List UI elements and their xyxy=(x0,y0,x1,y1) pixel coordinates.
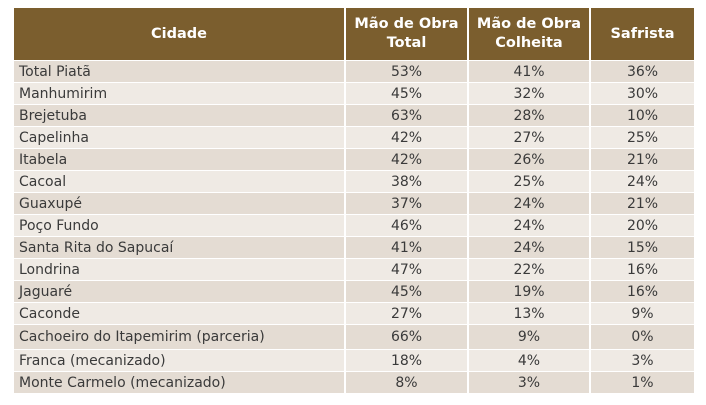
table-header: Cidade Mão de Obra Total Mão de Obra Col… xyxy=(14,8,694,61)
cell-cidade: Londrina xyxy=(14,258,346,281)
cell-safrista: 21% xyxy=(590,192,694,215)
cell-mao-de-obra-total: 42% xyxy=(345,148,469,171)
cell-mao-de-obra-colheita: 24% xyxy=(468,214,591,237)
cell-mao-de-obra-total: 45% xyxy=(345,280,469,303)
table-row: Santa Rita do Sapucaí 41% 24% 15% xyxy=(14,236,694,259)
cell-mao-de-obra-total: 37% xyxy=(345,192,469,215)
cell-mao-de-obra-total: 66% xyxy=(345,324,469,350)
table-row: Manhumirim 45% 32% 30% xyxy=(14,82,694,105)
cell-cidade: Santa Rita do Sapucaí xyxy=(14,236,346,259)
cell-cidade: Poço Fundo xyxy=(14,214,346,237)
table-row: Monte Carmelo (mecanizado) 8% 3% 1% xyxy=(14,371,694,393)
cell-safrista: 9% xyxy=(590,302,694,325)
cell-safrista: 1% xyxy=(590,371,694,393)
cell-mao-de-obra-colheita: 13% xyxy=(468,302,591,325)
table-row: Itabela 42% 26% 21% xyxy=(14,148,694,171)
table-row: Londrina 47% 22% 16% xyxy=(14,258,694,281)
cell-mao-de-obra-total: 46% xyxy=(345,214,469,237)
cell-safrista: 16% xyxy=(590,280,694,303)
cell-cidade: Monte Carmelo (mecanizado) xyxy=(14,371,346,393)
cell-safrista: 10% xyxy=(590,104,694,127)
cell-safrista: 15% xyxy=(590,236,694,259)
table-row: Caconde 27% 13% 9% xyxy=(14,302,694,325)
cell-mao-de-obra-colheita: 22% xyxy=(468,258,591,281)
cell-mao-de-obra-colheita: 24% xyxy=(468,192,591,215)
cell-mao-de-obra-total: 38% xyxy=(345,170,469,193)
cell-mao-de-obra-colheita: 9% xyxy=(468,324,591,350)
table-row: Poço Fundo 46% 24% 20% xyxy=(14,214,694,237)
cell-cidade: Manhumirim xyxy=(14,82,346,105)
cell-mao-de-obra-colheita: 27% xyxy=(468,126,591,149)
header-safrista: Safrista xyxy=(590,8,694,61)
table-row: Guaxupé 37% 24% 21% xyxy=(14,192,694,215)
cell-cidade: Itabela xyxy=(14,148,346,171)
cell-safrista: 3% xyxy=(590,349,694,372)
table-body: Total Piatã 53% 41% 36% Manhumirim 45% 32% 30% B… xyxy=(14,60,694,393)
table-row: Cachoeiro do Itapemirim (parceria) 66% 9% 0… xyxy=(14,324,694,350)
cell-mao-de-obra-colheita: 3% xyxy=(468,371,591,393)
table-row: Cacoal 38% 25% 24% xyxy=(14,170,694,193)
cell-safrista: 25% xyxy=(590,126,694,149)
cell-mao-de-obra-total: 47% xyxy=(345,258,469,281)
cell-mao-de-obra-colheita: 19% xyxy=(468,280,591,303)
cell-cidade: Cachoeiro do Itapemirim (parceria) xyxy=(14,324,346,350)
cell-mao-de-obra-colheita: 32% xyxy=(468,82,591,105)
data-table: Cidade Mão de Obra Total Mão de Obra Col… xyxy=(14,8,694,393)
header-mao-de-obra-colheita: Mão de Obra Colheita xyxy=(468,8,591,61)
table-row: Jaguaré 45% 19% 16% xyxy=(14,280,694,303)
data-table-container: Cidade Mão de Obra Total Mão de Obra Col… xyxy=(14,8,694,393)
cell-cidade: Caconde xyxy=(14,302,346,325)
cell-cidade: Guaxupé xyxy=(14,192,346,215)
cell-mao-de-obra-total: 45% xyxy=(345,82,469,105)
cell-safrista: 30% xyxy=(590,82,694,105)
cell-mao-de-obra-total: 41% xyxy=(345,236,469,259)
cell-mao-de-obra-total: 18% xyxy=(345,349,469,372)
table-row: Brejetuba 63% 28% 10% xyxy=(14,104,694,127)
cell-mao-de-obra-total: 42% xyxy=(345,126,469,149)
cell-mao-de-obra-total: 53% xyxy=(345,60,469,83)
cell-cidade: Cacoal xyxy=(14,170,346,193)
table-row: Total Piatã 53% 41% 36% xyxy=(14,60,694,83)
header-cidade: Cidade xyxy=(14,8,346,61)
cell-mao-de-obra-colheita: 26% xyxy=(468,148,591,171)
cell-cidade: Franca (mecanizado) xyxy=(14,349,346,372)
table-row: Capelinha 42% 27% 25% xyxy=(14,126,694,149)
cell-safrista: 24% xyxy=(590,170,694,193)
header-row: Cidade Mão de Obra Total Mão de Obra Col… xyxy=(14,8,694,61)
cell-mao-de-obra-total: 63% xyxy=(345,104,469,127)
cell-mao-de-obra-colheita: 41% xyxy=(468,60,591,83)
cell-cidade: Brejetuba xyxy=(14,104,346,127)
table-row: Franca (mecanizado) 18% 4% 3% xyxy=(14,349,694,372)
cell-mao-de-obra-colheita: 28% xyxy=(468,104,591,127)
cell-safrista: 0% xyxy=(590,324,694,350)
header-mao-de-obra-total: Mão de Obra Total xyxy=(345,8,469,61)
cell-safrista: 21% xyxy=(590,148,694,171)
cell-safrista: 16% xyxy=(590,258,694,281)
cell-cidade: Capelinha xyxy=(14,126,346,149)
cell-cidade: Total Piatã xyxy=(14,60,346,83)
cell-mao-de-obra-colheita: 4% xyxy=(468,349,591,372)
cell-mao-de-obra-total: 8% xyxy=(345,371,469,393)
cell-mao-de-obra-colheita: 24% xyxy=(468,236,591,259)
cell-safrista: 20% xyxy=(590,214,694,237)
cell-safrista: 36% xyxy=(590,60,694,83)
cell-mao-de-obra-total: 27% xyxy=(345,302,469,325)
cell-cidade: Jaguaré xyxy=(14,280,346,303)
cell-mao-de-obra-colheita: 25% xyxy=(468,170,591,193)
